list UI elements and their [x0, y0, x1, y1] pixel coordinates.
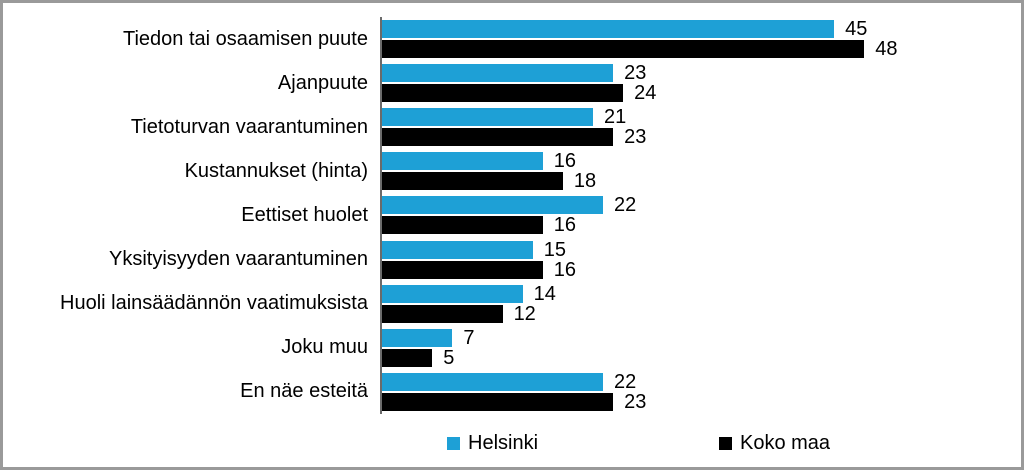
- helsinki-bar: [382, 240, 533, 259]
- category-label: Yksityisyyden vaarantuminen: [108, 248, 368, 271]
- bar-group: 45 48: [382, 17, 1015, 61]
- bar-group: 15 16: [382, 238, 1015, 282]
- value-label: 18: [573, 170, 597, 193]
- value-label: 23: [624, 126, 647, 149]
- value-label: 16: [553, 214, 576, 237]
- value-label: 45: [845, 18, 868, 41]
- helsinki-bar: [382, 20, 835, 39]
- bar-line: 24: [382, 82, 1015, 105]
- value-label: 22: [614, 194, 637, 217]
- category-axis-labels: Tiedon tai osaamisen puute Ajanpuute Tieto…: [3, 17, 380, 414]
- category-label: Kustannukset (hinta): [184, 159, 368, 182]
- legend-item-koko-maa: Koko maa: [719, 432, 830, 455]
- helsinki-bar: [382, 328, 453, 347]
- value-label: 22: [614, 370, 637, 393]
- value-label: 16: [553, 258, 576, 281]
- legend-label-koko-maa: Koko maa: [740, 432, 831, 454]
- bar-group: 14 12: [382, 282, 1015, 326]
- category-label: Tiedon tai osaamisen puute: [123, 27, 368, 50]
- category-label: Huoli lainsäädännön vaatimuksista: [60, 292, 368, 315]
- value-label: 15: [543, 238, 566, 261]
- bar-line: 7: [382, 326, 1015, 349]
- bar-line: 16: [382, 258, 1015, 281]
- category-label: En näe esteitä: [240, 380, 368, 403]
- legend-label-helsinki: Helsinki: [468, 432, 539, 454]
- koko-maa-bar: [382, 128, 614, 147]
- bar-line: 23: [382, 126, 1015, 149]
- koko-maa-swatch-icon: [719, 437, 732, 450]
- bar-line: 48: [382, 38, 1015, 61]
- bar-group: 23 24: [382, 61, 1015, 105]
- bar-group: 16 18: [382, 149, 1015, 193]
- helsinki-bar: [382, 196, 604, 215]
- bar-line: 5: [382, 346, 1015, 369]
- koko-maa-bar: [382, 40, 865, 59]
- bar-line: 22: [382, 370, 1015, 393]
- bar-line: 15: [382, 238, 1015, 261]
- value-label: 23: [624, 390, 647, 413]
- value-label: 5: [443, 346, 455, 369]
- value-label: 16: [553, 150, 576, 173]
- koko-maa-bar: [382, 348, 433, 367]
- plot-area: 45 48 23 24 21 23 16 18 22 16 15 16 14 12 7 5 22 23: [380, 17, 1015, 414]
- bar-group: 21 23: [382, 105, 1015, 149]
- bar-line: 16: [382, 214, 1015, 237]
- bar-line: 14: [382, 282, 1015, 305]
- bar-group: 22 16: [382, 193, 1015, 237]
- legend: Helsinki Koko maa: [3, 432, 1021, 460]
- value-label: 48: [875, 38, 898, 61]
- bar-group: 22 23: [382, 370, 1015, 414]
- value-label: 24: [634, 82, 657, 105]
- helsinki-bar: [382, 284, 523, 303]
- bar-line: 23: [382, 62, 1015, 85]
- legend-item-helsinki: Helsinki: [447, 432, 538, 455]
- koko-maa-bar: [382, 84, 624, 103]
- koko-maa-bar: [382, 172, 563, 191]
- value-label: 12: [513, 302, 536, 325]
- koko-maa-bar: [382, 392, 614, 411]
- helsinki-bar: [382, 64, 614, 83]
- helsinki-bar: [382, 152, 543, 171]
- category-label: Ajanpuute: [277, 71, 368, 94]
- bar-line: 16: [382, 150, 1015, 173]
- category-label: Eettiset huolet: [241, 203, 368, 226]
- koko-maa-bar: [382, 216, 543, 235]
- category-label: Tietoturvan vaarantuminen: [130, 115, 368, 138]
- bar-line: 12: [382, 302, 1015, 325]
- bar-line: 22: [382, 194, 1015, 217]
- bar-line: 45: [382, 18, 1015, 41]
- koko-maa-bar: [382, 304, 503, 323]
- chart-plot-region: Tiedon tai osaamisen puute Ajanpuute Tieto…: [3, 17, 1015, 414]
- helsinki-bar: [382, 108, 593, 127]
- value-label: 21: [604, 106, 627, 129]
- value-label: 14: [533, 282, 556, 305]
- koko-maa-bar: [382, 260, 543, 279]
- category-label: Joku muu: [281, 336, 368, 359]
- value-label: 23: [624, 62, 647, 85]
- bar-line: 18: [382, 170, 1015, 193]
- bar-line: 23: [382, 390, 1015, 413]
- bar-line: 21: [382, 106, 1015, 129]
- value-label: 7: [463, 326, 475, 349]
- helsinki-bar: [382, 372, 604, 391]
- helsinki-swatch-icon: [447, 437, 460, 450]
